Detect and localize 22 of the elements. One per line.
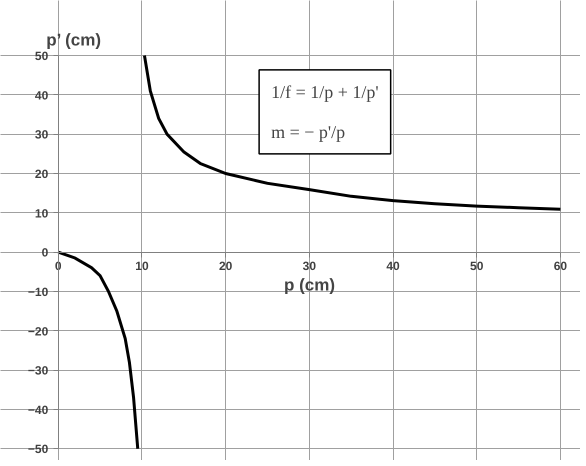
x-tick-label: 60 [554, 259, 568, 274]
annotation: m = − p'/p [271, 122, 346, 142]
y-tick-label: 40 [34, 88, 49, 102]
x-tick-label: 50 [470, 259, 484, 274]
x-axis-title: p (cm) [284, 276, 335, 294]
y-tick-label: 50 [34, 49, 49, 64]
y-tick-label: 0 [42, 246, 49, 260]
y-tick-label: 30 [34, 128, 49, 142]
y-tick-label: −50 [28, 442, 49, 456]
x-tick-label: 20 [218, 259, 233, 274]
line-series [142, 54, 562, 211]
y-axis-title: p’ (cm) [46, 30, 102, 50]
y-tick-label: 10 [34, 206, 49, 220]
x-tick-label: 30 [302, 259, 316, 274]
y-tick-label: −20 [28, 324, 49, 338]
y-tick-label: 20 [34, 166, 49, 181]
x-tick-label: 10 [135, 259, 149, 274]
x-tick-label: 40 [386, 259, 400, 274]
y-tick-label: −40 [28, 402, 49, 417]
annotation: 1/f = 1/p + 1/p' [271, 82, 379, 102]
y-tick-label: −10 [28, 284, 49, 299]
y-tick-label: −30 [28, 364, 49, 378]
